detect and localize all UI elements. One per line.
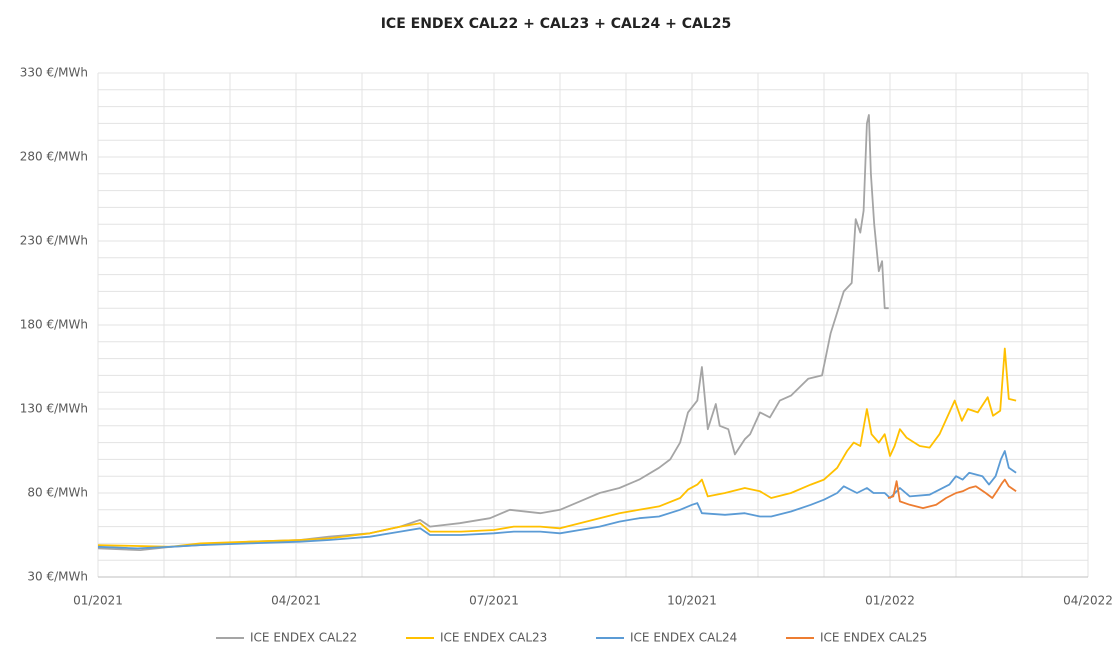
series-line	[97, 450, 1017, 550]
series-line	[97, 347, 1017, 548]
legend-label: ICE ENDEX CAL24	[630, 631, 737, 645]
y-tick-label: 130 €/MWh	[20, 402, 88, 416]
x-tick-label: 01/2022	[865, 594, 915, 608]
y-tick-label: 330 €/MWh	[20, 66, 88, 80]
y-tick-label: 230 €/MWh	[20, 234, 88, 248]
x-tick-label: 04/2021	[271, 594, 321, 608]
legend-label: ICE ENDEX CAL23	[440, 631, 547, 645]
series-line	[97, 114, 889, 551]
series-line	[887, 478, 1017, 509]
chart-title: ICE ENDEX CAL22 + CAL23 + CAL24 + CAL25	[381, 16, 732, 32]
y-tick-label: 180 €/MWh	[20, 318, 88, 332]
legend-label: ICE ENDEX CAL22	[250, 631, 357, 645]
y-tick-label: 280 €/MWh	[20, 150, 88, 164]
y-tick-label: 80 €/MWh	[27, 486, 88, 500]
x-tick-label: 07/2021	[469, 594, 519, 608]
legend-label: ICE ENDEX CAL25	[820, 631, 927, 645]
x-tick-label: 04/2022	[1063, 594, 1112, 608]
y-tick-label: 30 €/MWh	[27, 570, 88, 584]
x-tick-label: 10/2021	[667, 594, 717, 608]
x-tick-label: 01/2021	[73, 594, 123, 608]
